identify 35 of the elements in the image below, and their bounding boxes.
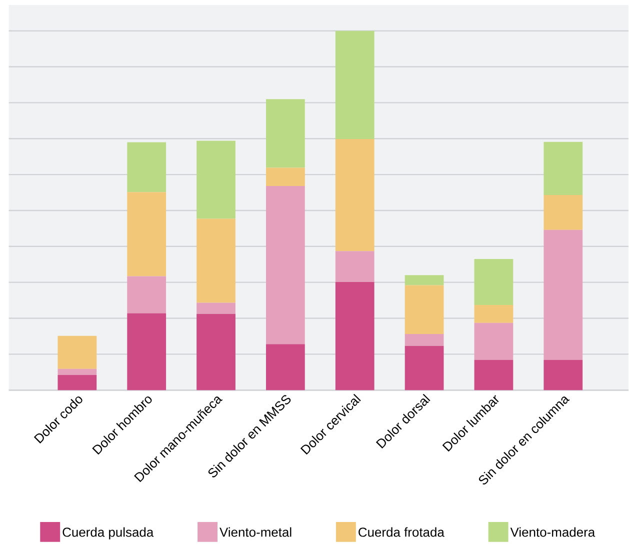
bar — [58, 336, 97, 370]
bar — [404, 285, 444, 334]
bar — [404, 275, 444, 286]
bar — [266, 168, 305, 186]
bar — [404, 346, 444, 390]
bar — [335, 30, 374, 140]
bar — [335, 251, 374, 282]
bar — [544, 195, 583, 230]
legend-label: Cuerda frotada — [358, 527, 444, 537]
bar — [127, 142, 166, 192]
bar — [266, 344, 305, 390]
bar — [474, 360, 514, 390]
bar — [474, 259, 514, 306]
bar — [127, 276, 166, 314]
bar — [58, 375, 97, 390]
bar — [474, 323, 514, 360]
legend-label: Viento-metal — [220, 527, 292, 537]
bar — [266, 99, 305, 168]
bar — [196, 218, 236, 303]
bar — [127, 192, 166, 276]
bar — [544, 142, 583, 196]
bar — [266, 186, 305, 344]
bar — [544, 360, 583, 390]
bar — [404, 334, 444, 346]
bar — [58, 369, 97, 376]
bar — [196, 140, 236, 219]
bar — [335, 139, 374, 252]
legend-label: Cuerda pulsada — [62, 527, 154, 540]
bar — [196, 314, 236, 390]
bar — [196, 302, 236, 314]
bar — [544, 230, 583, 360]
bar — [335, 282, 374, 390]
legend-label: Viento-madera — [510, 527, 596, 537]
bar — [474, 305, 514, 324]
bar — [127, 313, 166, 390]
